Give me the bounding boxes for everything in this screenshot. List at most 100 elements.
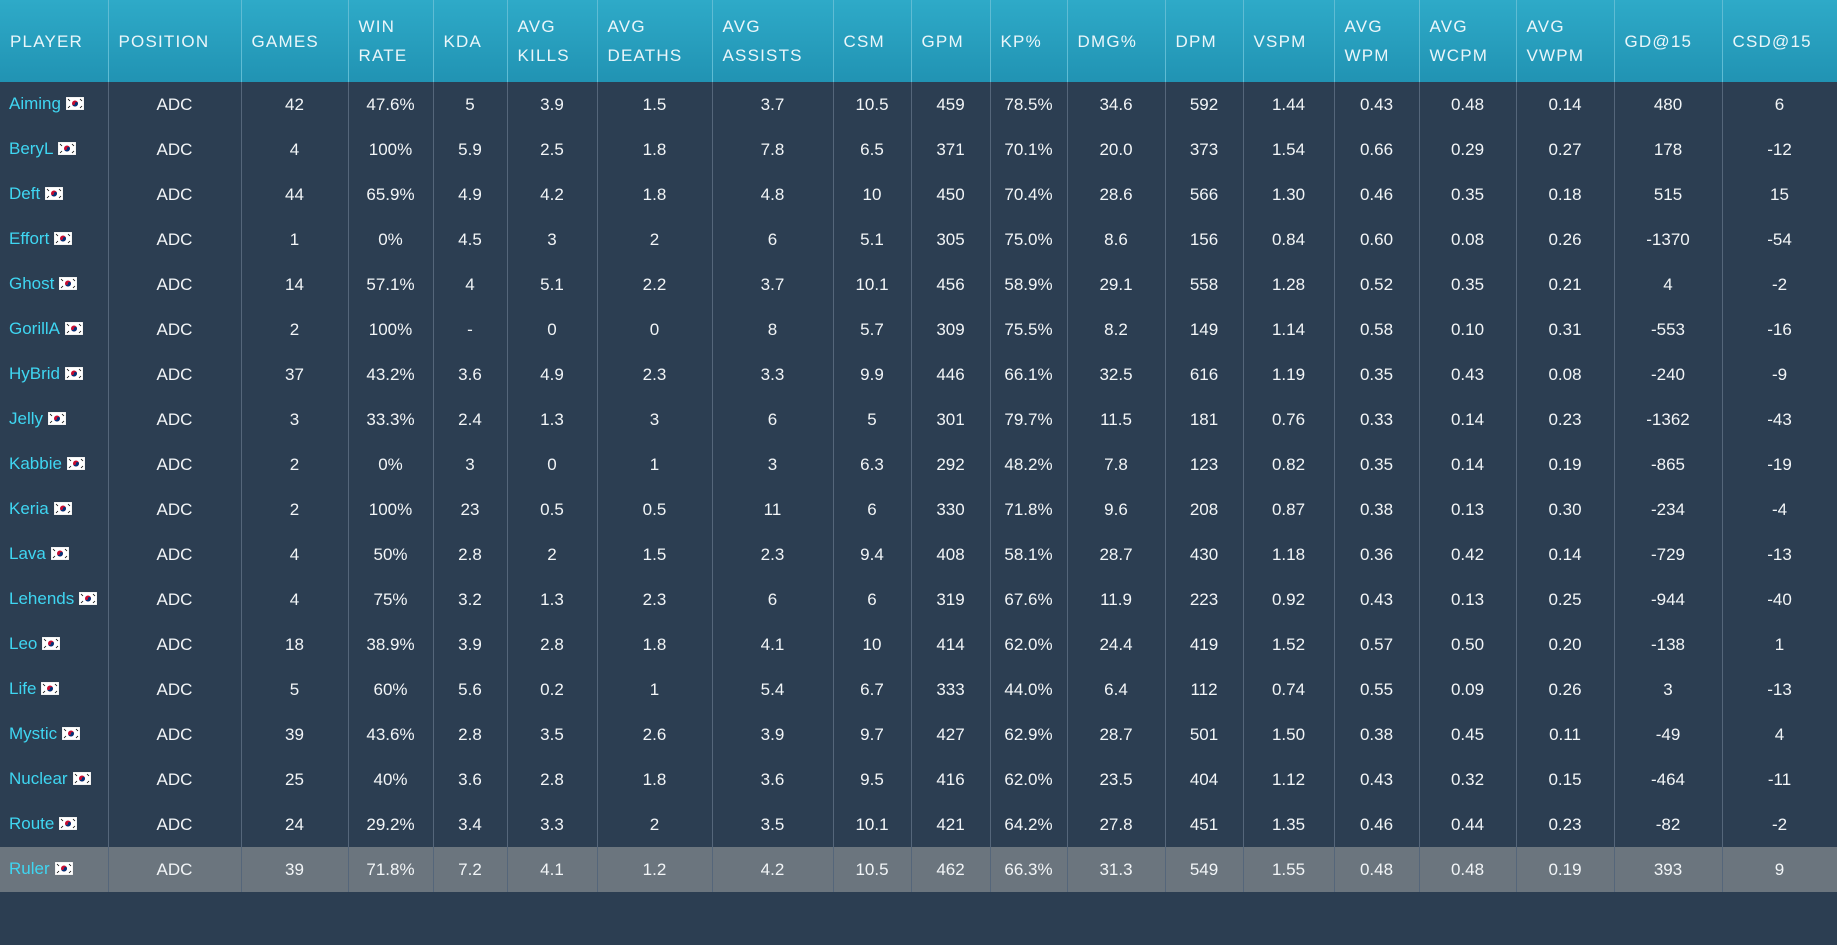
column-header[interactable]: POSITION — [108, 0, 242, 82]
flag-icon — [64, 362, 84, 388]
stat-cell: 0.74 — [1243, 667, 1335, 712]
stat-cell: 9 — [1722, 847, 1837, 892]
stat-cell: ADC — [108, 352, 242, 397]
column-header[interactable]: AVG WCPM — [1419, 0, 1517, 82]
flag-icon — [64, 317, 84, 343]
stat-cell: 3.5 — [507, 712, 598, 757]
player-name[interactable]: Route — [9, 814, 55, 834]
stat-cell: 28.7 — [1067, 532, 1166, 577]
player-name[interactable]: Leo — [9, 634, 38, 654]
stat-cell: 414 — [911, 622, 991, 667]
stat-cell: 5.1 — [833, 217, 912, 262]
column-header[interactable]: DMG% — [1067, 0, 1166, 82]
column-header[interactable]: WIN RATE — [348, 0, 434, 82]
stat-cell: ADC — [108, 127, 242, 172]
stat-cell: 2.8 — [507, 622, 598, 667]
stat-cell: 6 — [1722, 82, 1837, 127]
player-name[interactable]: Aiming — [9, 94, 61, 114]
player-cell: Lehends — [0, 577, 109, 622]
stat-cell: 4.2 — [712, 847, 834, 892]
stat-cell: 2.3 — [712, 532, 834, 577]
stat-cell: 70.4% — [990, 172, 1068, 217]
stat-cell: 29.2% — [348, 802, 434, 847]
player-cell: Deft — [0, 172, 109, 217]
player-row: Keria ADC 2 100% 23 0.5 0.5 11 6 330 71.8% 9.6 208 0.… — [0, 487, 1837, 532]
stat-cell: 1.8 — [597, 757, 713, 802]
player-name[interactable]: Deft — [9, 184, 41, 204]
player-name[interactable]: GorillA — [9, 319, 61, 339]
stat-cell: 9.4 — [833, 532, 912, 577]
column-header[interactable]: GAMES — [241, 0, 349, 82]
column-header[interactable]: AVG ASSISTS — [712, 0, 834, 82]
stat-cell: 9.9 — [833, 352, 912, 397]
stat-cell: 3 — [433, 442, 508, 487]
stat-cell: 6.4 — [1067, 667, 1166, 712]
stat-cell: 9.5 — [833, 757, 912, 802]
column-header[interactable]: DPM — [1165, 0, 1244, 82]
column-header[interactable]: AVG VWPM — [1516, 0, 1615, 82]
stat-cell: 416 — [911, 757, 991, 802]
stat-cell: 4.5 — [433, 217, 508, 262]
player-name[interactable]: Mystic — [9, 724, 58, 744]
stat-cell: ADC — [108, 712, 242, 757]
stat-cell: 451 — [1165, 802, 1244, 847]
stat-cell: -464 — [1614, 757, 1723, 802]
stat-cell: 47.6% — [348, 82, 434, 127]
stat-cell: 3.6 — [433, 352, 508, 397]
column-header[interactable]: CSM — [833, 0, 912, 82]
stat-cell: 3.9 — [433, 622, 508, 667]
stat-cell: 0.43 — [1419, 352, 1517, 397]
column-header[interactable]: KP% — [990, 0, 1068, 82]
stat-cell: 0.82 — [1243, 442, 1335, 487]
column-header[interactable]: AVG DEATHS — [597, 0, 713, 82]
stat-cell: 0.66 — [1334, 127, 1420, 172]
player-name[interactable]: Keria — [9, 499, 49, 519]
stat-cell: 3.3 — [712, 352, 834, 397]
stat-cell: 2.8 — [433, 532, 508, 577]
stat-cell: 0.10 — [1419, 307, 1517, 352]
stat-cell: 0.08 — [1516, 352, 1615, 397]
column-header[interactable]: AVG WPM — [1334, 0, 1420, 82]
stat-cell: 58.1% — [990, 532, 1068, 577]
stat-cell: 5 — [833, 397, 912, 442]
stat-cell: 5 — [241, 667, 349, 712]
player-name[interactable]: Lava — [9, 544, 46, 564]
stat-cell: 0.14 — [1419, 442, 1517, 487]
player-name[interactable]: Lehends — [9, 589, 75, 609]
stat-cell: -49 — [1614, 712, 1723, 757]
player-name[interactable]: HyBrid — [9, 364, 61, 384]
player-name[interactable]: Effort — [9, 229, 50, 249]
column-header[interactable]: GD@15 — [1614, 0, 1723, 82]
stat-cell: 0.13 — [1419, 577, 1517, 622]
stat-cell: 566 — [1165, 172, 1244, 217]
stat-cell: 0.14 — [1516, 82, 1615, 127]
player-name[interactable]: BeryL — [9, 139, 54, 159]
player-row: Ruler ADC 39 71.8% 7.2 4.1 1.2 4.2 10.5 462 66.3% 3… — [0, 847, 1837, 892]
column-header[interactable]: CSD@15 — [1722, 0, 1837, 82]
stat-cell: 4.2 — [507, 172, 598, 217]
player-name[interactable]: Life — [9, 679, 37, 699]
stat-cell: 2.6 — [597, 712, 713, 757]
stat-cell: -12 — [1722, 127, 1837, 172]
player-name[interactable]: Ghost — [9, 274, 55, 294]
column-header[interactable]: GPM — [911, 0, 991, 82]
column-header[interactable]: PLAYER — [0, 0, 109, 82]
stat-cell: 156 — [1165, 217, 1244, 262]
player-name[interactable]: Ruler — [9, 859, 50, 879]
stat-cell: 309 — [911, 307, 991, 352]
stat-cell: 223 — [1165, 577, 1244, 622]
stat-cell: -19 — [1722, 442, 1837, 487]
column-header[interactable]: VSPM — [1243, 0, 1335, 82]
column-header[interactable]: KDA — [433, 0, 508, 82]
stat-cell: 39 — [241, 847, 349, 892]
column-header[interactable]: AVG KILLS — [507, 0, 598, 82]
stat-cell: 2 — [597, 802, 713, 847]
player-name[interactable]: Kabbie — [9, 454, 62, 474]
player-name[interactable]: Nuclear — [9, 769, 68, 789]
player-cell: Ruler — [0, 847, 109, 892]
player-name[interactable]: Jelly — [9, 409, 44, 429]
stat-cell: -16 — [1722, 307, 1837, 352]
stat-cell: 34.6 — [1067, 82, 1166, 127]
stat-cell: ADC — [108, 487, 242, 532]
stat-cell: 0.31 — [1516, 307, 1615, 352]
